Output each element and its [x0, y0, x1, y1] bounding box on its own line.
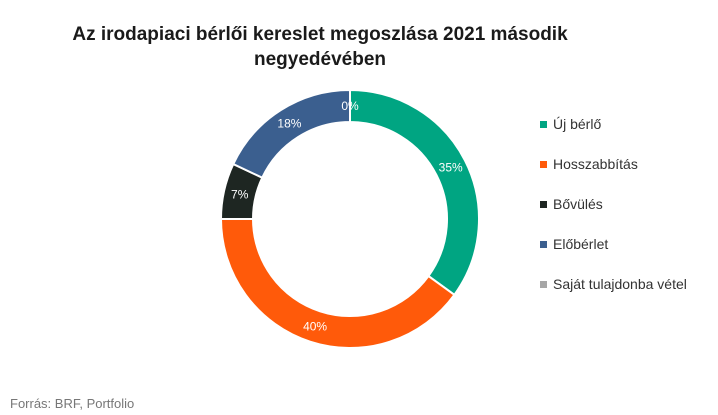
- legend-swatch-uj-berlo: [540, 121, 547, 128]
- legend-item-bovules[interactable]: Bővülés: [540, 194, 715, 234]
- legend-swatch-eloberlet: [540, 241, 547, 248]
- legend-swatch-hosszabbitas: [540, 161, 547, 168]
- legend-label-eloberlet: Előbérlet: [553, 236, 609, 252]
- donut-slice-hosszabbitas[interactable]: [219, 218, 456, 349]
- source-note: Forrás: BRF, Portfolio: [10, 396, 135, 411]
- legend-item-eloberlet[interactable]: Előbérlet: [540, 234, 715, 274]
- chart-legend: Új bérlő Hosszabbítás Bővülés Előbérlet …: [540, 114, 715, 314]
- legend-label-bovules: Bővülés: [553, 196, 603, 212]
- data-label-bovules: 7%: [231, 187, 249, 201]
- chart-title-line-1: Az irodapiaci bérlői kereslet megoszlása…: [72, 24, 568, 45]
- donut-slice-eloberlet[interactable]: [231, 88, 351, 180]
- legend-label-sajat-tulajdonba-vetel: Saját tulajdonba vétel: [553, 276, 687, 292]
- data-label-hosszabbitas: 40%: [303, 319, 327, 333]
- donut-slice-uj-berlo[interactable]: [349, 88, 480, 297]
- legend-item-hosszabbitas[interactable]: Hosszabbítás: [540, 154, 715, 194]
- legend-item-uj-berlo[interactable]: Új bérlő: [540, 114, 715, 154]
- legend-swatch-sajat-tulajdonba-vetel: [540, 281, 547, 288]
- legend-label-uj-berlo: Új bérlő: [553, 116, 602, 132]
- data-label-uj-berlo: 35%: [439, 161, 463, 175]
- legend-item-sajat-tulajdonba-vetel[interactable]: Saját tulajdonba vétel: [540, 274, 715, 314]
- legend-swatch-bovules: [540, 201, 547, 208]
- legend-label-hosszabbitas: Hosszabbítás: [553, 156, 638, 172]
- data-label-eloberlet: 18%: [277, 117, 301, 131]
- chart-title: Az irodapiaci bérlői kereslet megoszlása…: [60, 22, 580, 72]
- chart-title-line-2: negyedévében: [254, 49, 386, 70]
